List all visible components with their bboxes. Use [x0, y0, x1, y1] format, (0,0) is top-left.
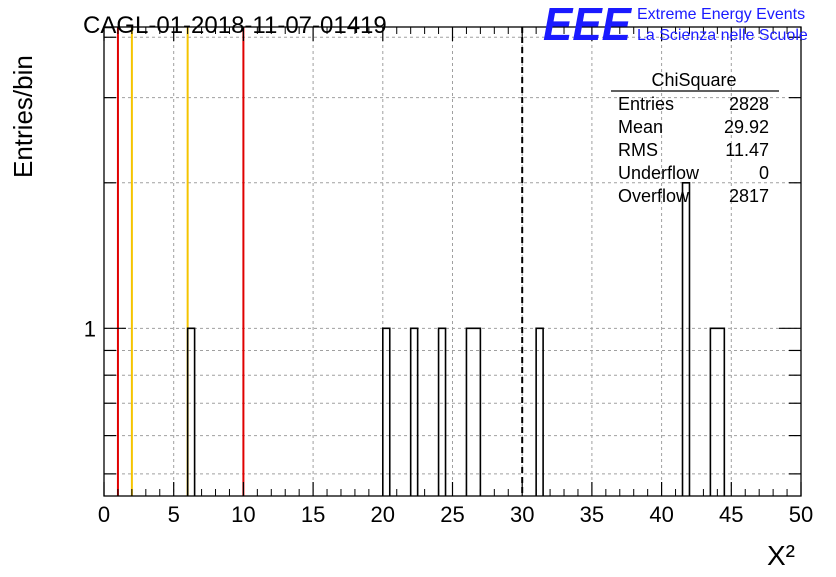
x-tick-label: 30	[510, 502, 534, 527]
stats-row-label: Underflow	[618, 163, 700, 183]
logo-line-1: Extreme Energy Events	[637, 6, 805, 23]
histogram-bin	[382, 327, 391, 496]
labels-layer: 0 5 10 15 20 25 30 35 40 45 50 1	[84, 316, 813, 527]
histogram-bin	[409, 327, 419, 496]
histogram-bin	[535, 327, 544, 496]
x-tick-label: 35	[580, 502, 604, 527]
stats-rows: Entries 2828 Mean 29.92 RMS 11.47 Underflow 0 Ov…	[618, 94, 769, 206]
x-tick-label: 25	[440, 502, 464, 527]
y-tick-label: 1	[84, 316, 96, 341]
x-tick-label: 45	[719, 502, 743, 527]
bars-layer	[186, 181, 726, 496]
stats-row-value: 0	[759, 163, 769, 183]
stats-row-value: 2817	[729, 186, 769, 206]
x-tick-label: 40	[649, 502, 673, 527]
x-tick-label: 10	[231, 502, 255, 527]
x-tick-label: 20	[371, 502, 395, 527]
x-axis-label: X²	[767, 540, 795, 571]
histogram-bin	[681, 181, 691, 496]
x-tick-label: 5	[168, 502, 180, 527]
logo-line-2: La Scienza nelle Scuole	[637, 27, 808, 44]
histogram-bin	[186, 327, 196, 496]
histogram-bin	[465, 327, 482, 496]
stats-row-value: 2828	[729, 94, 769, 114]
x-tick-label: 50	[789, 502, 813, 527]
eee-logo: EEE Extreme Energy Events La Scienza nel…	[543, 0, 808, 50]
stats-row-label: Overflow	[618, 186, 690, 206]
stats-row-label: Mean	[618, 117, 663, 137]
chart-title: CAGL-01-2018-11-07-01419	[83, 12, 387, 39]
stats-row-label: RMS	[618, 140, 658, 160]
y-axis-label: Entries/bin	[8, 55, 38, 178]
ticks-layer	[103, 27, 802, 496]
stats-box-title: ChiSquare	[651, 70, 736, 90]
x-tick-label: 15	[301, 502, 325, 527]
x-tick-label: 0	[98, 502, 110, 527]
stats-row-value: 11.47	[725, 140, 769, 160]
logo-text: EEE	[543, 0, 632, 50]
stats-row-value: 29.92	[724, 117, 769, 137]
stats-box: ChiSquare Entries 2828 Mean 29.92 RMS 11.47 Un…	[611, 70, 779, 206]
histogram-bin	[437, 327, 447, 496]
stats-row-label: Entries	[618, 94, 674, 114]
histogram-bin	[709, 327, 726, 496]
